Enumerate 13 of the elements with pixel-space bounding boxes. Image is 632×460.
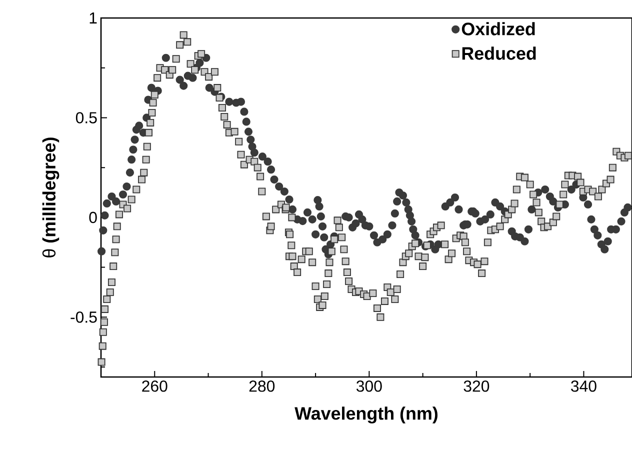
x-tick-label: 340	[571, 380, 596, 392]
x-tick-label: 300	[356, 380, 382, 392]
y-tick-label: -0.5	[70, 312, 97, 323]
x-tick-label: 260	[142, 380, 168, 392]
y-tick-label: 0	[89, 212, 97, 224]
x-tick-label: 320	[464, 380, 490, 392]
x-axis-title: Wavelength (nm)	[294, 406, 438, 424]
y-tick-label: 0.5	[76, 112, 97, 124]
legend-label: Oxidized	[462, 22, 535, 36]
y-tick-label: 1	[90, 12, 97, 24]
x-tick-label: 280	[249, 380, 275, 392]
y-axis-title: θ (millidegree)	[42, 138, 60, 258]
legend-label: Reduced	[462, 46, 536, 60]
